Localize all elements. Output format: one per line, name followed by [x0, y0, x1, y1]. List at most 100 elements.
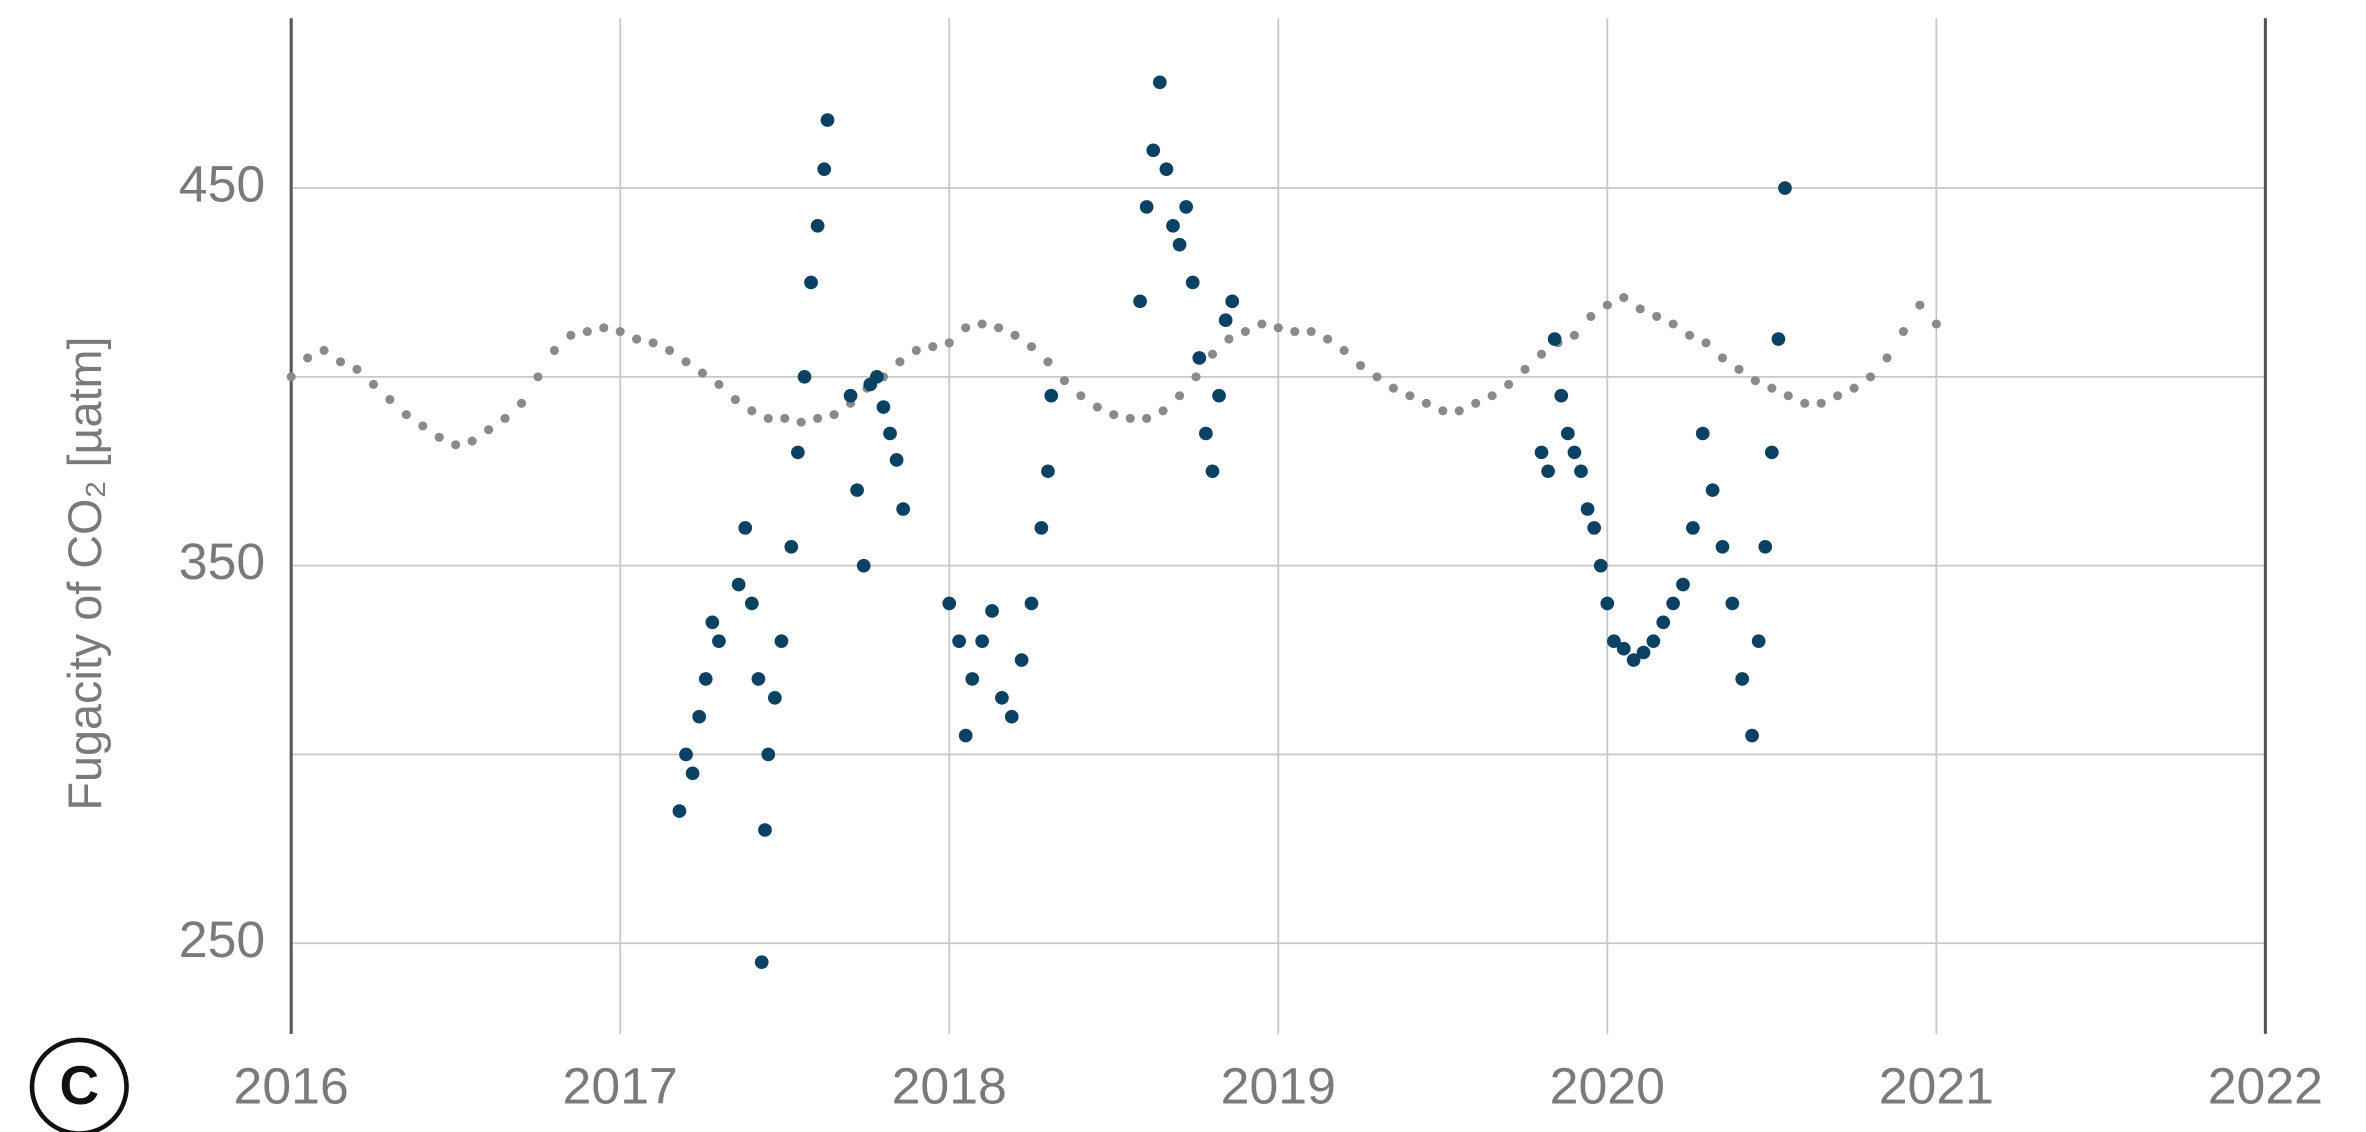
- data-point: [434, 432, 444, 442]
- data-point: [1619, 293, 1629, 303]
- data-point: [1142, 413, 1152, 423]
- data-point: [451, 440, 461, 450]
- data-point: [1574, 464, 1588, 479]
- data-point: [1898, 327, 1909, 337]
- data-point: [975, 634, 990, 648]
- data-point: [1471, 398, 1481, 408]
- data-point: [1705, 483, 1720, 497]
- x-tick-label: 2022: [2208, 1057, 2323, 1115]
- data-point: [763, 413, 773, 423]
- data-point: [869, 370, 884, 384]
- data-point: [664, 345, 675, 355]
- data-point: [705, 615, 720, 630]
- x-tick-label: 2021: [1879, 1057, 1994, 1115]
- data-point: [1800, 398, 1810, 408]
- data-point: [758, 823, 772, 837]
- data-point: [817, 162, 832, 176]
- data-point: [1454, 406, 1464, 416]
- data-point: [1225, 294, 1240, 309]
- data-point: [1372, 372, 1382, 382]
- x-tick-label: 2020: [1550, 1057, 1665, 1115]
- data-point: [829, 410, 839, 420]
- data-point: [1778, 181, 1792, 195]
- data-point: [1224, 334, 1234, 344]
- x-tick-label: 2019: [1221, 1057, 1336, 1115]
- data-point: [1388, 383, 1399, 393]
- data-point: [418, 421, 428, 431]
- data-point: [1240, 327, 1250, 337]
- data-point: [1185, 275, 1200, 290]
- data-point: [1767, 383, 1777, 393]
- data-point: [1024, 596, 1039, 611]
- data-point: [1520, 364, 1530, 374]
- data-point: [1725, 596, 1740, 611]
- data-point: [1273, 323, 1283, 333]
- data-point: [1600, 596, 1615, 611]
- data-point: [1593, 558, 1608, 573]
- panel-badge: [29, 1037, 129, 1132]
- data-point: [1133, 294, 1147, 309]
- data-point: [1882, 353, 1892, 363]
- data-point: [467, 436, 477, 446]
- data-point: [582, 327, 592, 337]
- data-point: [804, 275, 818, 290]
- y-tick-label: 450: [179, 155, 265, 213]
- data-point: [1865, 372, 1876, 382]
- data-point: [1159, 162, 1174, 176]
- data-point: [965, 672, 980, 686]
- data-point: [1534, 445, 1549, 460]
- data-point: [1290, 327, 1300, 337]
- data-point: [797, 370, 812, 384]
- data-point: [1717, 353, 1728, 363]
- data-point: [401, 410, 411, 420]
- panel-label: C: [59, 1055, 99, 1116]
- data-point: [1043, 357, 1053, 367]
- data-point: [1626, 653, 1641, 667]
- data-point: [1607, 634, 1621, 648]
- data-point: [1191, 372, 1201, 382]
- data-point: [1172, 237, 1187, 252]
- y-tick-label: 250: [179, 910, 265, 968]
- data-point: [1567, 445, 1582, 460]
- data-point: [1849, 383, 1859, 393]
- data-point: [692, 709, 707, 724]
- data-point: [1676, 577, 1690, 592]
- data-point: [1125, 413, 1135, 423]
- data-point: [1199, 426, 1213, 441]
- data-point: [843, 388, 858, 403]
- data-point: [1076, 391, 1086, 401]
- data-point: [1554, 388, 1569, 403]
- data-point: [1764, 445, 1779, 460]
- y-tick-label: 350: [179, 532, 265, 590]
- data-point: [1405, 391, 1415, 401]
- data-point: [928, 342, 938, 352]
- data-point: [784, 539, 799, 554]
- data-point: [1715, 539, 1730, 554]
- data-point: [985, 604, 999, 618]
- data-point: [1560, 426, 1575, 441]
- data-point: [767, 691, 782, 705]
- data-point: [1616, 641, 1631, 656]
- data-point: [1212, 388, 1226, 403]
- data-point: [961, 323, 971, 333]
- data-point: [856, 558, 871, 573]
- data-point: [1745, 728, 1759, 743]
- data-point: [484, 425, 494, 435]
- data-point: [1685, 330, 1695, 340]
- data-point: [994, 323, 1004, 333]
- data-point: [1541, 464, 1555, 479]
- data-point: [1783, 391, 1793, 401]
- data-point: [352, 364, 362, 374]
- data-point: [1139, 200, 1154, 214]
- data-point: [1010, 330, 1020, 340]
- data-point: [744, 596, 759, 611]
- data-point: [1257, 319, 1267, 329]
- data-point: [516, 398, 527, 408]
- data-point: [958, 728, 973, 743]
- data-point: [1306, 327, 1316, 337]
- data-point: [1652, 311, 1662, 321]
- data-point: [1602, 300, 1612, 310]
- data-point: [1339, 345, 1349, 355]
- data-point: [319, 345, 329, 355]
